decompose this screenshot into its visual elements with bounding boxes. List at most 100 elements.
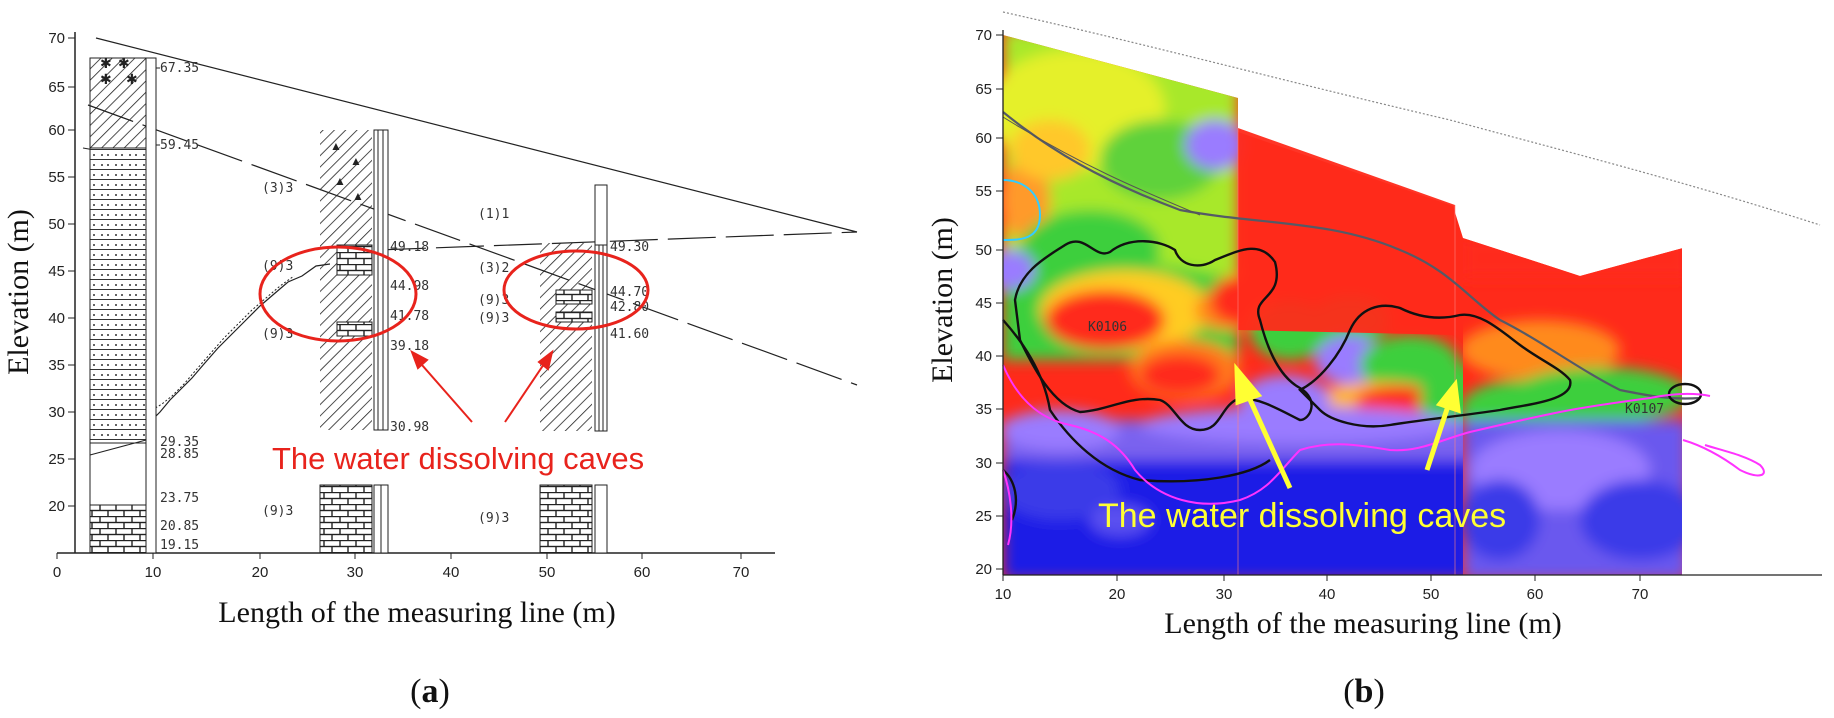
x-tick-label: 30 bbox=[1216, 586, 1233, 603]
panel-a-borehole-1: ✱ ✱✱ ✱ bbox=[89, 57, 160, 554]
unit-label: (3)2 bbox=[478, 261, 509, 276]
depth-label: 49.18 bbox=[390, 240, 429, 255]
panel-b-y-ticks: 70 65 60 55 50 45 40 35 30 25 20 bbox=[975, 27, 1003, 578]
depth-label: 49.30 bbox=[610, 240, 649, 255]
svg-text:▲: ▲ bbox=[352, 189, 364, 203]
depth-label: 41.60 bbox=[610, 327, 649, 342]
y-tick-label: 65 bbox=[975, 81, 992, 98]
panel-b-x-ticks: 10 20 30 40 50 60 70 bbox=[995, 575, 1649, 603]
x-tick-label: 10 bbox=[145, 564, 162, 581]
y-tick-label: 50 bbox=[975, 242, 992, 259]
panel-a-depth-labels: 67.35 59.45 49.18 44.98 41.78 39.18 30.9… bbox=[160, 61, 649, 553]
panel-a-y-axis-title: Elevation (m) bbox=[2, 209, 35, 375]
resistivity-high-block bbox=[1238, 128, 1455, 335]
y-tick-label: 35 bbox=[975, 401, 992, 418]
svg-text:▲: ▲ bbox=[350, 154, 362, 168]
x-tick-label: 20 bbox=[1109, 586, 1126, 603]
y-tick-label: 40 bbox=[975, 348, 992, 365]
profile-label: K0106 bbox=[1088, 320, 1127, 335]
panel-a-x-axis-title: Length of the measuring line (m) bbox=[218, 596, 615, 629]
y-tick-label: 30 bbox=[975, 455, 992, 472]
depth-label: 44.70 bbox=[610, 285, 649, 300]
y-tick-label: 25 bbox=[48, 451, 65, 468]
unit-label: (1)1 bbox=[478, 207, 509, 222]
unit-label: (9)3 bbox=[478, 311, 509, 326]
x-tick-label: 60 bbox=[634, 564, 651, 581]
x-tick-label: 50 bbox=[1423, 586, 1440, 603]
x-tick-label: 30 bbox=[347, 564, 364, 581]
x-tick-label: 40 bbox=[443, 564, 460, 581]
depth-label: 19.15 bbox=[160, 538, 199, 553]
y-tick-label: 55 bbox=[48, 169, 65, 186]
topography-lines bbox=[1002, 11, 1821, 400]
unit-label: (9)3 bbox=[262, 327, 293, 342]
depth-label: 23.75 bbox=[160, 491, 199, 506]
depth-label: 59.45 bbox=[160, 138, 199, 153]
depth-label: 44.98 bbox=[390, 279, 429, 294]
y-tick-label: 25 bbox=[975, 508, 992, 525]
y-tick-label: 60 bbox=[975, 130, 992, 147]
y-tick-label: 20 bbox=[48, 498, 65, 515]
y-tick-label: 70 bbox=[975, 27, 992, 44]
cave-contours bbox=[1002, 240, 1703, 521]
svg-text:▲: ▲ bbox=[334, 174, 346, 188]
panel-a-x-ticks: 0 10 20 30 40 50 60 70 bbox=[53, 553, 749, 581]
x-tick-label: 70 bbox=[1632, 586, 1649, 603]
x-tick-label: 50 bbox=[539, 564, 556, 581]
y-tick-label: 65 bbox=[48, 79, 65, 96]
panel-b-y-axis-title: Elevation (m) bbox=[926, 217, 959, 383]
unit-label: (9)3 bbox=[478, 511, 509, 526]
panel-a-label: (a) bbox=[410, 673, 450, 710]
panel-b-label: (b) bbox=[1343, 673, 1385, 710]
y-tick-label: 50 bbox=[48, 216, 65, 233]
panel-a: 70 65 60 55 50 45 40 35 30 25 20 0 10 20… bbox=[2, 30, 858, 710]
panel-a-borehole-3 bbox=[539, 184, 608, 554]
y-tick-label: 70 bbox=[48, 30, 65, 47]
panel-a-strata-lines bbox=[82, 37, 858, 467]
unit-label: (9)3 bbox=[262, 259, 293, 274]
depth-label: 41.78 bbox=[390, 309, 429, 324]
unit-label: (9)3 bbox=[262, 504, 293, 519]
cave-highlight-ellipse bbox=[258, 245, 418, 343]
panel-a-y-ticks: 70 65 60 55 50 45 40 35 30 25 20 bbox=[48, 30, 75, 515]
panel-b-x-axis-title: Length of the measuring line (m) bbox=[1164, 607, 1561, 640]
svg-text:✱: ✱ bbox=[100, 57, 112, 72]
x-tick-label: 40 bbox=[1319, 586, 1336, 603]
y-tick-label: 20 bbox=[975, 561, 992, 578]
svg-text:✱: ✱ bbox=[100, 73, 112, 88]
depth-label: 39.18 bbox=[390, 339, 429, 354]
panel-b: 70 65 60 55 50 45 40 35 30 25 20 10 20 3… bbox=[926, 11, 1822, 710]
x-tick-label: 0 bbox=[53, 564, 61, 581]
y-tick-label: 60 bbox=[48, 122, 65, 139]
y-tick-label: 45 bbox=[975, 295, 992, 312]
cave-highlight-ellipse bbox=[502, 249, 650, 331]
y-tick-label: 45 bbox=[48, 263, 65, 280]
resistivity-image-right bbox=[1463, 238, 1683, 575]
panel-a-unit-labels: (3)3 (1)1 (9)3 (3)2 (9)3 (9)3 (9)3 (9)3 … bbox=[262, 181, 509, 526]
depth-label: 30.98 bbox=[390, 420, 429, 435]
unit-label: (9)3 bbox=[478, 293, 509, 308]
svg-text:✱: ✱ bbox=[118, 57, 130, 72]
unit-label: (3)3 bbox=[262, 181, 293, 196]
svg-text:▲: ▲ bbox=[330, 139, 342, 153]
profile-label: K0107 bbox=[1625, 402, 1664, 417]
y-tick-label: 40 bbox=[48, 310, 65, 327]
depth-label: 20.85 bbox=[160, 519, 199, 534]
x-tick-label: 60 bbox=[1527, 586, 1544, 603]
depth-label: 28.85 bbox=[160, 447, 199, 462]
depth-label: 29.35 bbox=[160, 435, 199, 450]
y-tick-label: 35 bbox=[48, 357, 65, 374]
caves-callout-label: The water dissolving caves bbox=[272, 441, 644, 476]
panel-b-callout-arrows bbox=[1234, 362, 1461, 490]
low-resistivity-contours bbox=[1002, 179, 1765, 546]
caves-callout-label: The water dissolving caves bbox=[1098, 497, 1506, 535]
y-tick-label: 55 bbox=[975, 183, 992, 200]
resistivity-image bbox=[1003, 35, 1463, 575]
x-tick-label: 20 bbox=[252, 564, 269, 581]
y-tick-label: 30 bbox=[48, 404, 65, 421]
depth-label: 67.35 bbox=[160, 61, 199, 76]
panel-a-borehole-2: ▲ ▲ ▲ ▲ bbox=[319, 129, 389, 554]
x-tick-label: 10 bbox=[995, 586, 1012, 603]
svg-text:✱: ✱ bbox=[126, 73, 138, 88]
